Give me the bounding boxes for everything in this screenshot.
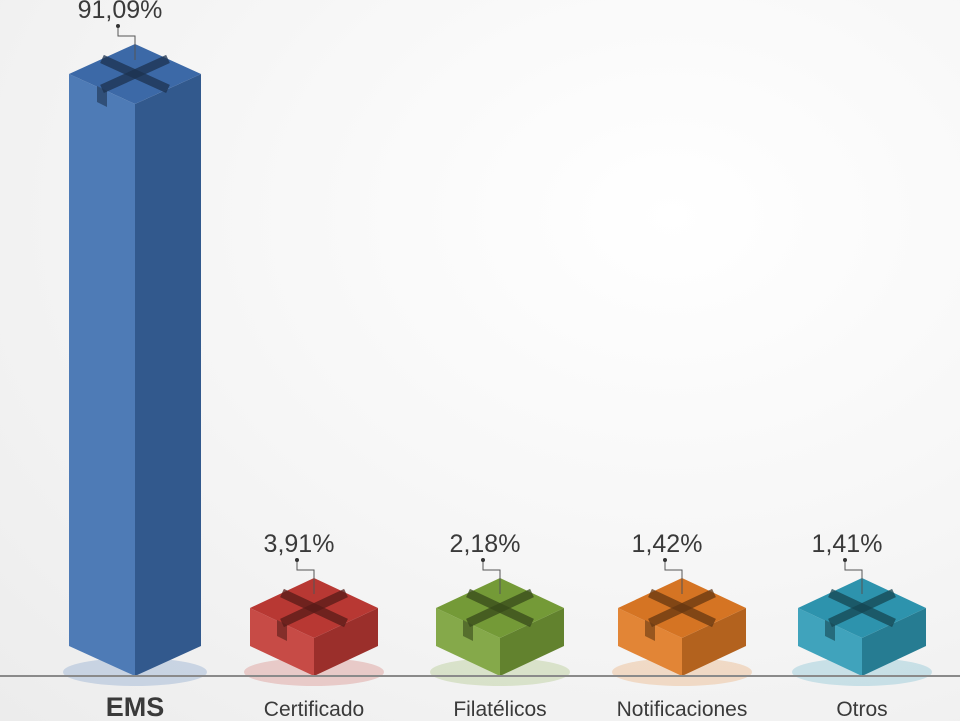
value-leader-line	[664, 560, 683, 594]
bar-filatélicos	[430, 558, 570, 686]
value-leader-line	[296, 560, 315, 594]
value-leader-dot	[663, 558, 667, 562]
bar-ems	[63, 23, 207, 686]
bar-left-face	[69, 73, 135, 676]
value-leader-line	[844, 560, 863, 594]
bar-tape	[466, 588, 534, 628]
labels-layer: 91,09% EMS 3,91% Certificado 2,18% Filatélico…	[78, 0, 888, 721]
value-leader-line	[482, 560, 501, 594]
value-leader-dot	[843, 558, 847, 562]
category-label: Notificaciones	[617, 698, 748, 721]
bar-tape	[648, 588, 716, 628]
bar-notificaciones	[612, 558, 752, 686]
bar-left-face	[618, 608, 682, 676]
category-label: Certificado	[264, 698, 364, 721]
value-leader-dot	[481, 558, 485, 562]
bar-otros	[792, 558, 932, 686]
bar-right-face	[862, 608, 926, 676]
value-leader-dot	[116, 23, 120, 28]
bar-right-face	[500, 608, 564, 676]
category-label: Otros	[836, 698, 887, 721]
bar-certificado	[244, 558, 384, 686]
bar-tape	[825, 620, 835, 641]
value-label: 91,09%	[78, 0, 163, 24]
value-label: 2,18%	[450, 530, 521, 558]
category-label: EMS	[106, 692, 165, 721]
value-leader-dot	[295, 558, 299, 562]
bar-tape	[645, 620, 655, 641]
bar-right-face	[314, 608, 378, 676]
category-label: Filatélicos	[453, 698, 546, 721]
bar-tape	[280, 588, 348, 628]
bars-layer	[63, 23, 932, 686]
bar-tape	[277, 620, 287, 641]
bar-right-face	[135, 73, 201, 676]
bar-tape	[828, 588, 896, 628]
value-label: 3,91%	[264, 530, 335, 558]
bar-tape	[100, 54, 170, 94]
bar-right-face	[682, 608, 746, 676]
bar-left-face	[436, 608, 500, 676]
value-label: 1,42%	[632, 530, 703, 558]
value-leader-line	[117, 25, 136, 60]
bar-tape	[97, 85, 107, 107]
bar-left-face	[798, 608, 862, 676]
bar-tape	[463, 620, 473, 641]
bar-left-face	[250, 608, 314, 676]
value-label: 1,41%	[812, 530, 883, 558]
